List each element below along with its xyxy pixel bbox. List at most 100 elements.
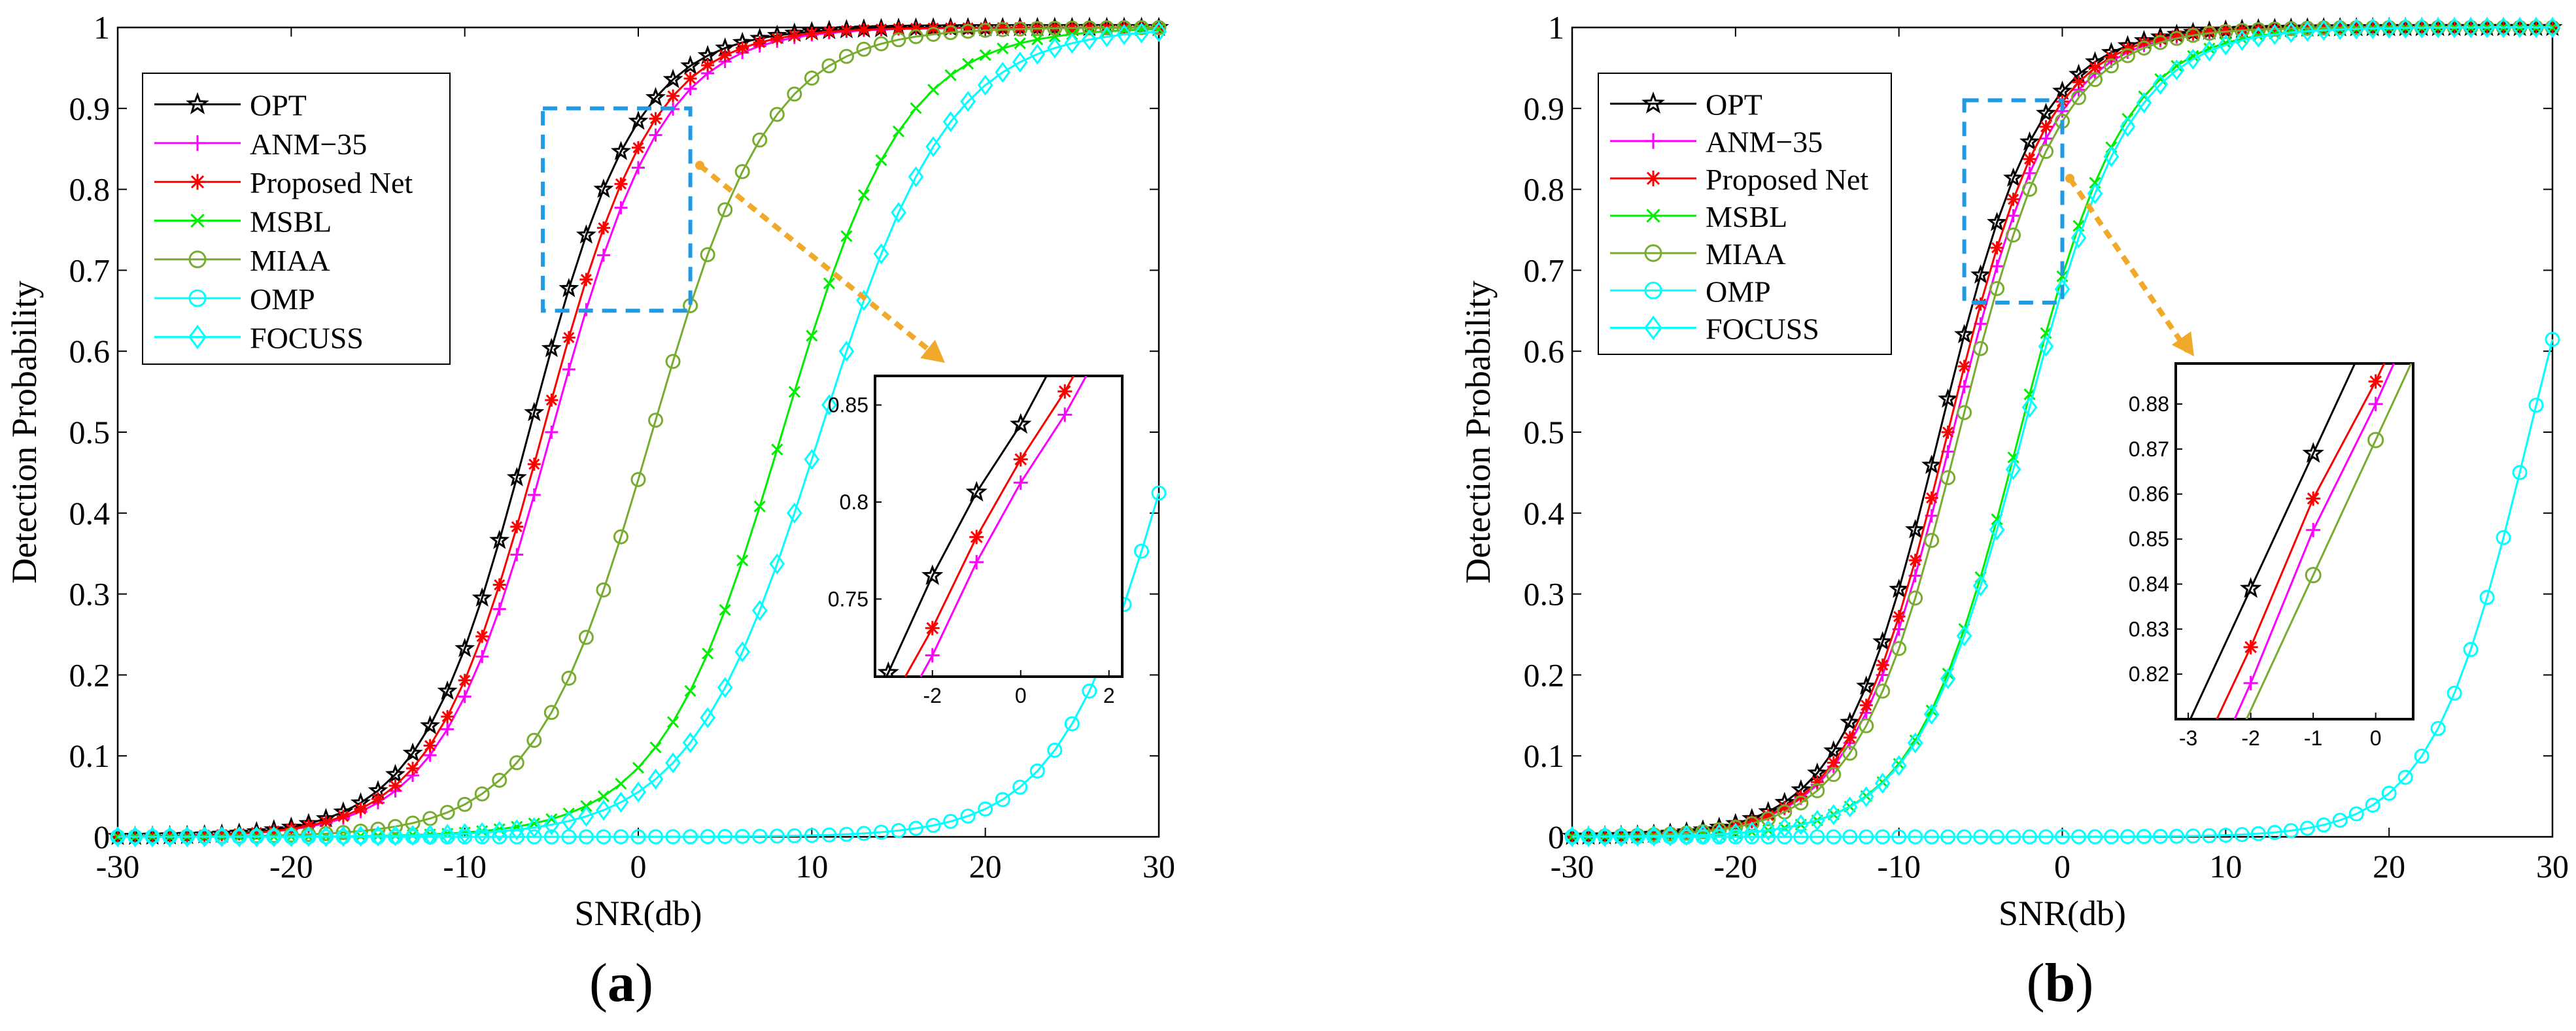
data-point	[2299, 20, 2316, 42]
data-point	[2104, 50, 2118, 63]
data-point	[2185, 828, 2201, 844]
data-point	[683, 829, 698, 845]
data-point	[2006, 209, 2020, 222]
data-point	[593, 178, 614, 198]
data-point	[1047, 742, 1063, 758]
data-point	[2316, 817, 2331, 833]
data-point	[406, 762, 420, 775]
data-point	[543, 814, 560, 836]
data-point	[700, 246, 715, 262]
inset-x-tick-label: -2	[2241, 726, 2259, 750]
data-point	[2187, 50, 2199, 62]
chart-panel-a: -30 -20 -10 0 10 20 3000.10.20.30.40.50.60.70.…	[5, 9, 1175, 933]
data-point	[1826, 829, 1842, 845]
data-point	[2070, 829, 2086, 845]
data-point	[2023, 152, 2036, 166]
data-point	[1842, 829, 1858, 845]
inset-data-point	[2306, 522, 2321, 537]
series-focuss	[110, 21, 1167, 847]
data-point	[2365, 798, 2380, 813]
data-point	[1875, 683, 1891, 699]
data-point	[336, 809, 350, 823]
data-point	[1012, 51, 1028, 73]
inset-x-tick-label: 2	[1103, 684, 1115, 707]
data-point	[1597, 826, 1613, 847]
data-point	[1859, 698, 1873, 712]
legend-marker	[1644, 281, 1662, 299]
data-point	[1099, 26, 1115, 48]
data-point	[1908, 829, 1923, 845]
data-point	[978, 22, 993, 38]
data-point	[873, 36, 889, 52]
data-point	[2381, 18, 2397, 39]
legend-label: MIAA	[250, 244, 330, 277]
x-tick-label: -10	[1877, 848, 1921, 885]
data-point	[2267, 824, 2282, 840]
data-point	[1891, 829, 1907, 845]
legend-marker	[190, 135, 205, 151]
data-point	[1133, 22, 1150, 44]
data-point	[371, 792, 385, 806]
data-point	[2332, 813, 2348, 828]
data-point	[925, 817, 941, 833]
data-point	[545, 426, 558, 439]
data-point	[2136, 829, 2152, 845]
data-point	[1745, 815, 1759, 828]
legend-marker	[188, 289, 207, 307]
data-point	[2186, 26, 2200, 40]
y-tick-label: 0.1	[1524, 737, 1565, 774]
inset-y-tick-label: 0.82	[2129, 662, 2169, 686]
data-point	[1744, 829, 1760, 845]
data-point	[492, 602, 506, 616]
data-point	[2234, 23, 2250, 39]
legend-label: Proposed Net	[1706, 163, 1868, 196]
data-point	[597, 790, 610, 803]
data-point	[910, 102, 922, 114]
data-point	[804, 71, 819, 86]
data-point	[995, 22, 1010, 37]
data-point	[2496, 530, 2511, 545]
x-tick-label: 10	[2209, 848, 2242, 885]
data-point	[908, 166, 924, 188]
data-point	[474, 822, 490, 843]
y-tick-label: 0.2	[69, 656, 111, 693]
data-point	[596, 221, 610, 235]
data-point	[769, 828, 785, 844]
legend-box	[1598, 73, 1892, 355]
data-point	[909, 22, 923, 35]
data-point	[769, 553, 785, 575]
y-tick-label: 0.3	[1524, 576, 1565, 613]
inset-y-tick-label: 0.8	[840, 490, 868, 514]
data-point	[648, 413, 664, 428]
data-point	[1842, 796, 1858, 818]
data-point	[1152, 21, 1165, 35]
data-point	[439, 824, 456, 845]
x-tick-label: 10	[795, 848, 828, 885]
data-point	[614, 177, 628, 191]
data-point	[509, 819, 525, 841]
data-point	[1859, 829, 1874, 845]
data-point	[1874, 772, 1891, 794]
legend-label: OPT	[1706, 88, 1762, 122]
inset-data-point	[2239, 577, 2262, 598]
data-point	[683, 72, 697, 86]
data-point	[927, 84, 940, 96]
data-point	[2447, 685, 2462, 701]
data-point	[1810, 775, 1824, 789]
data-point	[717, 677, 733, 698]
legend-marker	[190, 213, 205, 228]
data-point	[1031, 33, 1044, 46]
inset-x-tick-label: 0	[2370, 726, 2382, 750]
data-point	[962, 58, 974, 70]
data-point	[1956, 625, 1972, 647]
legend-marker	[1645, 133, 1661, 149]
data-point	[1082, 683, 1097, 699]
data-point	[2087, 183, 2103, 205]
data-point	[197, 828, 211, 842]
data-point	[680, 55, 701, 75]
data-point	[1825, 804, 1842, 826]
data-point	[996, 21, 1010, 35]
data-point	[558, 278, 579, 297]
legend-marker	[1644, 315, 1662, 341]
chart-panel-b: -30 -20 -10 0 10 20 3000.10.20.30.40.50.60.70.…	[1458, 9, 2569, 933]
